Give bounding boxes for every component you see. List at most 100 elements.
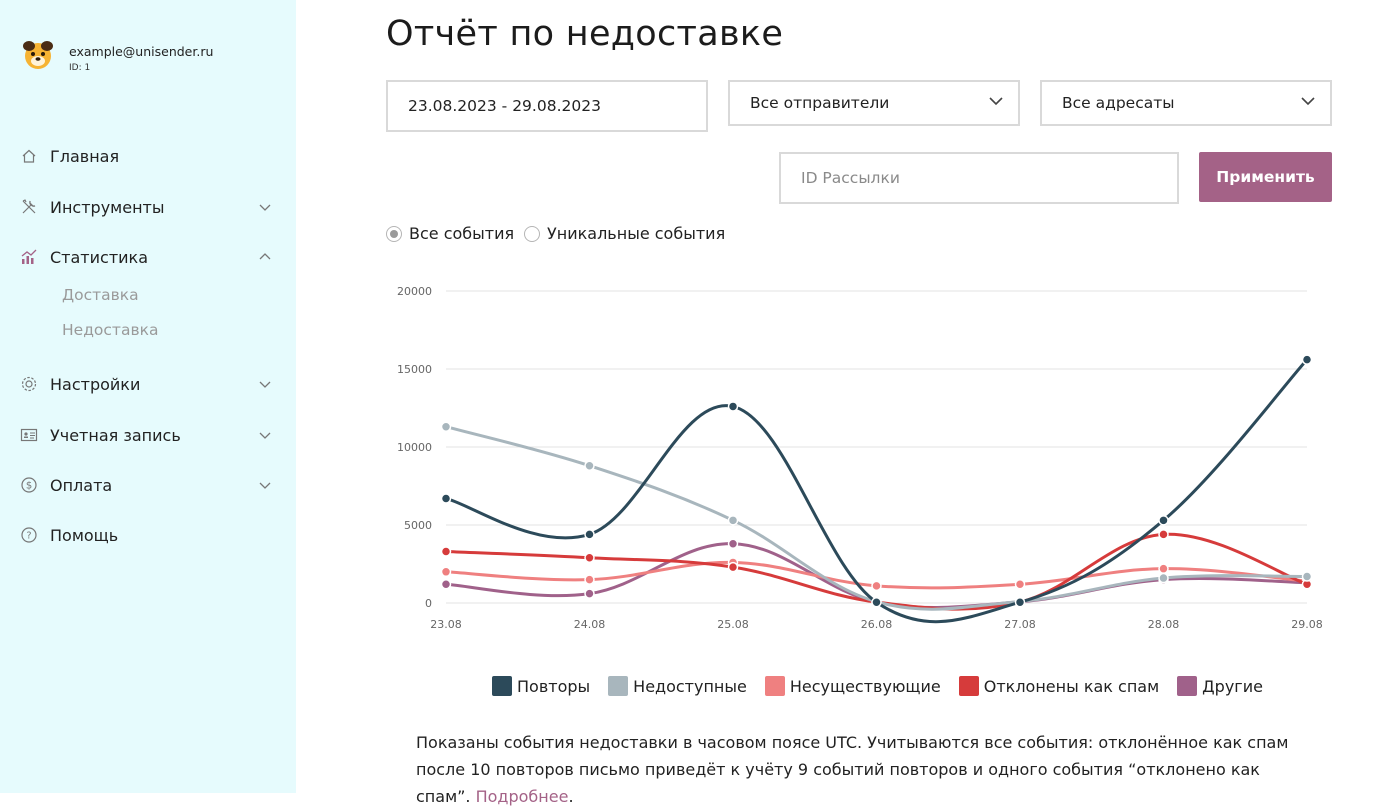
data-point[interactable] — [1301, 571, 1313, 582]
data-point[interactable] — [727, 561, 739, 573]
legend-item-retries[interactable]: Повторы — [492, 676, 590, 696]
sidebar-item-label: Главная — [50, 146, 120, 166]
x-tick-label: 25.08 — [717, 618, 749, 631]
radio-button[interactable] — [524, 225, 540, 242]
home-icon — [20, 147, 38, 165]
legend-item-other[interactable]: Другие — [1177, 676, 1263, 696]
x-tick-label: 23.08 — [430, 618, 462, 631]
sidebar-item-account[interactable]: Учетная запись — [0, 415, 296, 455]
sidebar-item-statistics[interactable]: Статистика — [0, 237, 296, 277]
x-tick-label: 27.08 — [1004, 618, 1036, 631]
sidebar-item-label: Учетная запись — [50, 425, 181, 445]
data-point[interactable] — [1158, 572, 1169, 584]
svg-text:$: $ — [26, 481, 32, 492]
chevron-down-icon — [259, 482, 271, 489]
sidebar-item-tools[interactable]: Инструменты — [0, 187, 296, 227]
page-title: Отчёт по недоставке — [386, 14, 784, 54]
recipients-value: Все адресаты — [1062, 94, 1175, 112]
legend-label: Другие — [1202, 676, 1263, 696]
sidebar: example@unisender.ru ID: 1 Главная Инстр… — [0, 0, 296, 793]
sidebar-item-help[interactable]: ? Помощь — [0, 515, 296, 555]
data-point[interactable] — [440, 493, 452, 504]
data-point[interactable] — [440, 566, 452, 578]
sidebar-item-label: Помощь — [50, 525, 119, 545]
chart-legend: Повторы Недоступные Несуществующие Откло… — [492, 676, 1281, 696]
account-id: ID: 1 — [69, 63, 91, 73]
legend-swatch — [1177, 676, 1198, 696]
chevron-down-icon — [259, 204, 271, 211]
senders-value: Все отправители — [750, 94, 890, 112]
sidebar-item-payment[interactable]: $ Оплата — [0, 465, 296, 505]
recipients-select[interactable]: Все адресаты — [1040, 80, 1332, 126]
data-point[interactable] — [440, 579, 452, 590]
legend-item-unavailable[interactable]: Недоступные — [608, 676, 747, 696]
legend-swatch — [608, 676, 629, 696]
date-range-input[interactable]: 23.08.2023 - 29.08.2023 — [386, 80, 708, 132]
y-tick-label: 10000 — [397, 441, 432, 454]
help-icon: ? — [20, 526, 38, 544]
data-point[interactable] — [1158, 515, 1169, 526]
note-text: Показаны события недоставки в часовом по… — [416, 733, 1289, 806]
y-tick-label: 0 — [425, 597, 432, 610]
account-block[interactable]: example@unisender.ru ID: 1 — [20, 36, 213, 73]
tools-icon — [20, 198, 38, 216]
data-point[interactable] — [1014, 579, 1026, 590]
data-point[interactable] — [440, 546, 452, 557]
data-point[interactable] — [440, 421, 452, 432]
radio-button-checked[interactable] — [386, 225, 402, 242]
legend-swatch — [958, 676, 979, 696]
legend-label: Недоступные — [633, 676, 747, 696]
sidebar-item-label: Статистика — [50, 247, 148, 267]
chevron-down-icon — [259, 432, 271, 439]
mailing-id-placeholder: ID Рассылки — [801, 169, 900, 187]
sidebar-subitem-nondelivery[interactable]: Недоставка — [62, 321, 159, 339]
sidebar-item-settings[interactable]: Настройки — [0, 364, 296, 404]
more-link[interactable]: Подробнее — [475, 787, 569, 806]
legend-item-nonexistent[interactable]: Несуществующие — [764, 676, 941, 696]
data-point[interactable] — [727, 538, 739, 549]
radio-unique-events-label: Уникальные события — [547, 224, 726, 243]
legend-swatch — [492, 676, 512, 696]
radio-unique-events[interactable]: Уникальные события — [524, 224, 725, 243]
data-point[interactable] — [584, 460, 595, 471]
chevron-down-icon — [259, 381, 271, 388]
data-point[interactable] — [727, 515, 739, 526]
data-point[interactable] — [584, 529, 595, 540]
x-tick-label: 24.08 — [574, 618, 606, 631]
legend-item-spam[interactable]: Отклонены как спам — [958, 676, 1160, 696]
y-tick-label: 5000 — [404, 519, 432, 532]
account-email: example@unisender.ru — [69, 44, 214, 59]
mailing-id-input[interactable]: ID Рассылки — [779, 152, 1179, 204]
data-point[interactable] — [871, 596, 882, 608]
radio-all-events[interactable]: Все события — [386, 224, 514, 243]
legend-label: Отклонены как спам — [983, 676, 1160, 696]
x-tick-label: 26.08 — [861, 618, 893, 631]
main-content: Отчёт по недоставке 23.08.2023 - 29.08.2… — [296, 0, 1379, 806]
statistics-icon — [20, 248, 38, 266]
data-point[interactable] — [584, 552, 595, 564]
sidebar-item-home[interactable]: Главная — [0, 136, 296, 176]
data-point[interactable] — [727, 401, 739, 412]
data-point[interactable] — [1014, 596, 1026, 608]
data-point[interactable] — [584, 588, 595, 599]
apply-button[interactable]: Применить — [1199, 152, 1332, 202]
senders-select[interactable]: Все отправители — [728, 80, 1020, 126]
data-point[interactable] — [1158, 563, 1169, 574]
sidebar-item-label: Оплата — [50, 475, 113, 495]
avatar — [23, 41, 53, 69]
svg-text:?: ? — [26, 531, 31, 542]
radio-all-events-label: Все события — [409, 224, 515, 243]
data-point[interactable] — [871, 580, 882, 592]
data-point[interactable] — [584, 574, 595, 585]
gear-icon — [20, 375, 38, 393]
data-point[interactable] — [1158, 529, 1169, 540]
legend-label: Несуществующие — [789, 676, 941, 696]
x-tick-label: 28.08 — [1148, 618, 1180, 631]
data-point[interactable] — [1301, 354, 1313, 365]
chevron-up-icon — [259, 253, 271, 260]
nondelivery-line-chart: 20000 15000 10000 5000 0 23.08 24.08 25.08 26.08… — [397, 285, 1323, 631]
dollar-icon: $ — [20, 476, 38, 494]
legend-swatch — [764, 676, 785, 696]
legend-label: Повторы — [517, 676, 591, 696]
sidebar-subitem-delivery[interactable]: Доставка — [62, 286, 139, 304]
